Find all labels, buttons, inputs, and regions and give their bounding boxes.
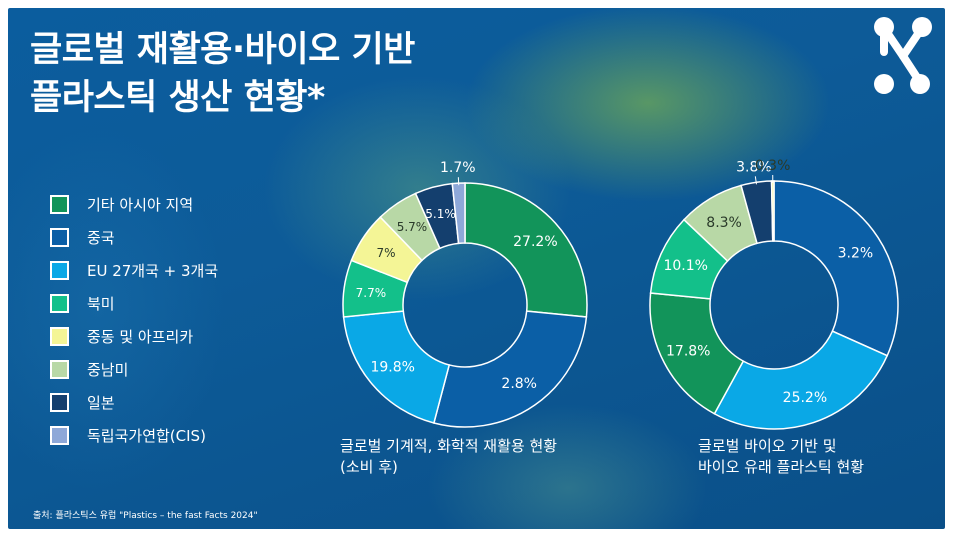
slice-data-label: 2.8% bbox=[501, 376, 537, 392]
source-note: 출처: 플라스틱스 유럽 "Plastics – the fast Facts … bbox=[33, 511, 258, 521]
legend-label: 중동 및 아프리카 bbox=[87, 327, 194, 346]
legend-label: 북미 bbox=[87, 294, 115, 313]
slice-data-label: 5.1% bbox=[425, 207, 456, 221]
legend-item: EU 27개국 + 3개국 bbox=[50, 256, 218, 284]
legend-label: 일본 bbox=[87, 393, 115, 412]
legend-swatch bbox=[50, 194, 69, 214]
chart-2-caption-line-2: 바이오 유래 플라스틱 현황 bbox=[698, 458, 865, 476]
slice-data-label: 27.2% bbox=[513, 234, 557, 250]
legend-item: 기타 아시아 지역 bbox=[50, 190, 193, 218]
legend-label: 중남미 bbox=[87, 360, 129, 379]
legend-label: 중국 bbox=[87, 228, 115, 247]
slice-leader-line bbox=[754, 176, 757, 185]
slice-data-label: 8.3% bbox=[706, 215, 742, 231]
slice-data-label: 17.8% bbox=[666, 343, 710, 359]
slice-data-label: 7% bbox=[376, 246, 395, 260]
donut-slice bbox=[451, 182, 466, 245]
legend-label: EU 27개국 + 3개국 bbox=[87, 261, 219, 280]
donut-slice bbox=[713, 330, 889, 430]
slice-data-label: 1.7% bbox=[440, 160, 476, 176]
slice-data-label: 7.7% bbox=[356, 286, 387, 300]
chart-1-caption: 글로벌 기계적, 화학적 재활용 현황 (소비 후) bbox=[340, 436, 557, 478]
legend-item: 일본 bbox=[50, 388, 115, 416]
legend-item: 중국 bbox=[50, 223, 115, 251]
chart-2-caption-line-1: 글로벌 바이오 기반 및 bbox=[698, 437, 837, 455]
donut-chart-2: 3.2% 25.2% 17.8% 10.1% 8.3% 3.8%0.3% bbox=[649, 158, 899, 430]
donut-slice bbox=[432, 310, 588, 428]
donut-slice bbox=[464, 182, 588, 318]
donut-charts: 27.2% 2.8% 19.8% 7.7% 7%5.7%5.1% 1.7% 3.2% 25.2… bbox=[342, 158, 899, 430]
chart-1-caption-line-1: 글로벌 기계적, 화학적 재활용 현황 bbox=[340, 437, 558, 455]
legend-item: 독립국가연합(CIS) bbox=[50, 421, 206, 449]
donut-slice bbox=[773, 180, 899, 357]
legend-swatch bbox=[50, 293, 69, 313]
donut-slice bbox=[342, 310, 451, 424]
slice-data-label: 10.1% bbox=[663, 258, 707, 274]
donut-slice bbox=[770, 180, 775, 242]
slice-data-label: 5.7% bbox=[397, 220, 428, 234]
legend-swatch bbox=[50, 392, 69, 412]
legend-item: 북미 bbox=[50, 289, 115, 317]
slice-data-label: 19.8% bbox=[370, 360, 414, 376]
slice-data-label: 25.2% bbox=[783, 390, 827, 406]
legend-item: 중동 및 아프리카 bbox=[50, 322, 193, 350]
legend-item: 중남미 bbox=[50, 355, 128, 383]
slice-data-label: 3.2% bbox=[838, 245, 874, 261]
title-line-2: 플라스틱 생산 현황* bbox=[30, 78, 325, 118]
chart-2-caption: 글로벌 바이오 기반 및 바이오 유래 플라스틱 현황 bbox=[698, 436, 864, 478]
legend-swatch bbox=[50, 425, 69, 445]
chart-1-caption-line-2: (소비 후) bbox=[340, 458, 398, 476]
legend-swatch bbox=[50, 326, 69, 346]
legend-swatch bbox=[50, 227, 69, 247]
slice-data-label: 0.3% bbox=[755, 158, 791, 174]
legend-swatch bbox=[50, 260, 69, 280]
share-nodes-icon bbox=[874, 17, 932, 94]
legend-label: 기타 아시아 지역 bbox=[87, 195, 194, 214]
page-title: 글로벌 재활용·바이오 기반 플라스틱 생산 현황* bbox=[30, 26, 415, 122]
legend-label: 독립국가연합(CIS) bbox=[87, 426, 206, 445]
legend-swatch bbox=[50, 359, 69, 379]
title-line-1: 글로벌 재활용·바이오 기반 bbox=[30, 30, 415, 70]
slice-data-label: 3.8% bbox=[736, 159, 772, 175]
donut-chart-1: 27.2% 2.8% 19.8% 7.7% 7%5.7%5.1% 1.7% bbox=[342, 160, 588, 428]
